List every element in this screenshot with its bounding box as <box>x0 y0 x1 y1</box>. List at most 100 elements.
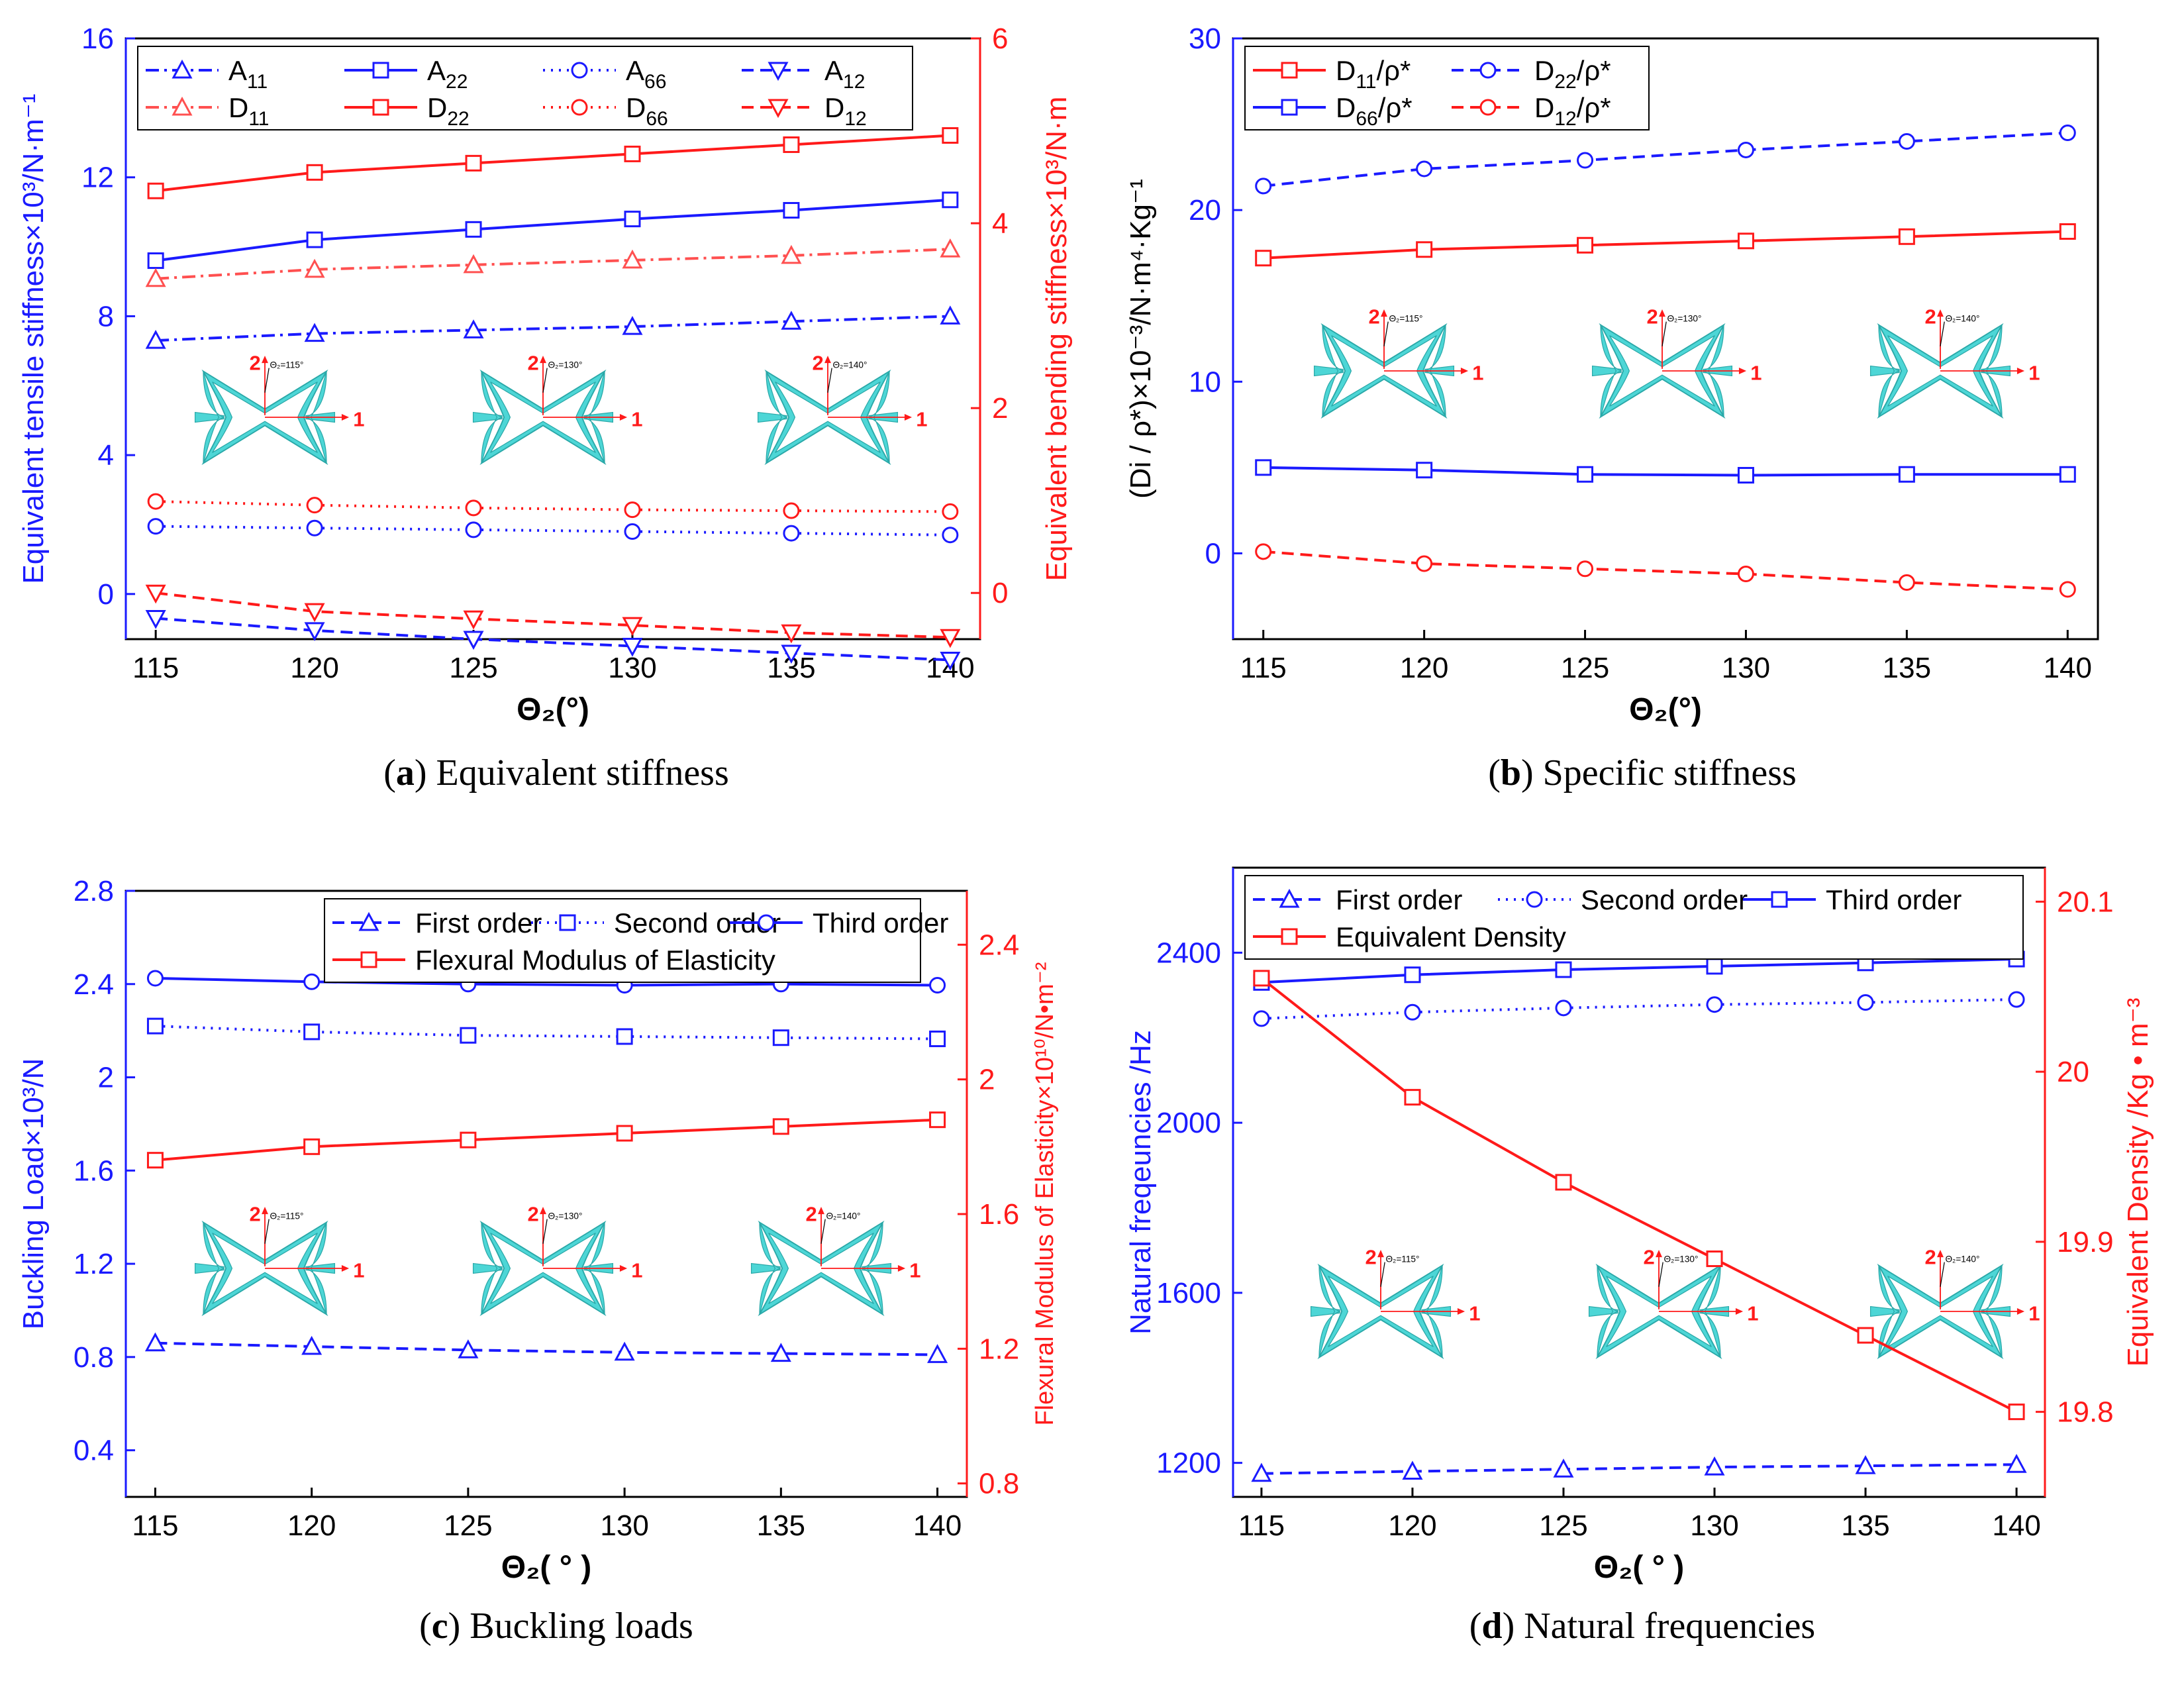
legend-swatch-marker <box>758 914 775 931</box>
cell-icon: 2 1 Θ₂=130° <box>1591 305 1762 418</box>
data-point <box>1706 958 1723 975</box>
inset-angle-mark <box>542 1219 548 1244</box>
inset-arrow-1 <box>1735 1308 1744 1315</box>
data-point <box>465 154 482 172</box>
data-point <box>1404 1003 1421 1021</box>
data-point <box>463 319 484 338</box>
data-point <box>1555 961 1572 978</box>
legend-item: D12 <box>742 92 867 130</box>
inset-angle-mark <box>264 1219 270 1244</box>
inset-arrow-1 <box>2016 1308 2025 1315</box>
y-left-tick-label: 1200 <box>1156 1447 1221 1480</box>
series-line <box>155 1341 938 1356</box>
inset-arrow-1 <box>2016 368 2025 374</box>
legend-swatch-marker <box>1281 62 1298 79</box>
x-tick-label: 120 <box>290 652 338 684</box>
data-point <box>1255 178 1272 195</box>
data-point <box>1855 1454 1876 1474</box>
legend-item: A66 <box>543 55 666 93</box>
inset-label-2: 2 <box>527 352 538 375</box>
data-point <box>929 1030 946 1047</box>
inset-label-1: 1 <box>909 1259 920 1282</box>
data-point <box>465 499 482 517</box>
data-point <box>1255 543 1272 560</box>
chart-panel-b: 2 1 Θ₂=115° 2 1 Θ₂=130° 2 1 Θ₂=140° 115 120 125 130 1… <box>1124 23 2099 793</box>
data-point <box>303 1138 321 1155</box>
y-right-tick-label: 19.9 <box>2057 1226 2114 1258</box>
data-point <box>147 252 164 270</box>
data-point <box>303 1023 321 1041</box>
series-line <box>156 315 950 342</box>
data-point <box>940 629 961 648</box>
data-point <box>1416 160 1433 178</box>
series-line <box>1263 550 2068 591</box>
y-right-axis-title: Flexural Modulus of Elasticity×10¹⁰/N•m⁻… <box>1031 962 1059 1425</box>
y-left-tick-label: 0 <box>1205 537 1221 570</box>
inset-label-1: 1 <box>916 408 927 431</box>
data-point <box>1253 970 1270 987</box>
inset-arrow-1 <box>619 414 628 421</box>
inset-label-1: 1 <box>353 1259 364 1282</box>
x-tick-label: 130 <box>1722 652 1770 684</box>
x-tick-label: 140 <box>1992 1509 2040 1542</box>
data-point <box>304 622 325 642</box>
y-left-tick-label: 0.4 <box>74 1435 114 1467</box>
legend-swatch-marker <box>768 99 789 119</box>
data-point <box>1416 555 1433 572</box>
series-line <box>1261 958 2017 984</box>
legend-label: D22/ρ* <box>1534 55 1611 93</box>
data-point <box>147 493 164 510</box>
legend-swatch-marker <box>571 99 588 116</box>
data-point <box>1555 999 1572 1017</box>
y-left-tick-label: 30 <box>1189 23 1221 55</box>
inset-angle-label: Θ₂=130° <box>1667 314 1701 324</box>
legend-swatch-marker <box>571 62 588 79</box>
series-a11 <box>145 305 961 349</box>
inset-arrow-1 <box>1457 1308 1465 1315</box>
legend-swatch-marker <box>559 914 576 931</box>
cell-icon: 2 1 Θ₂=115° <box>194 1203 365 1315</box>
series-equivalent-density <box>1253 970 2025 1421</box>
data-point <box>2008 991 2025 1008</box>
inset-arrow-2 <box>1377 1250 1384 1258</box>
cell-icon: 2 1 Θ₂=140° <box>757 352 928 464</box>
legend-label: Third order <box>813 907 948 939</box>
series-line <box>156 525 950 536</box>
y-left-tick-label: 1.2 <box>74 1248 114 1280</box>
inset-angle-mark <box>1940 1262 1945 1287</box>
data-point <box>1255 459 1272 476</box>
legend-item: A22 <box>344 55 468 93</box>
inset-arrow-1 <box>1460 368 1469 374</box>
data-point <box>460 1027 477 1044</box>
data-point <box>304 258 325 278</box>
data-point <box>145 268 166 287</box>
data-point <box>147 518 164 535</box>
legend-item: D66/ρ* <box>1253 92 1413 130</box>
legend-swatch-marker <box>372 99 389 116</box>
data-point <box>463 254 484 274</box>
panel-caption: (c) Buckling loads <box>419 1606 693 1647</box>
inset-label-1: 1 <box>353 408 364 431</box>
inset-angle-label: Θ₂=140° <box>826 1211 860 1221</box>
series-line <box>155 1025 938 1041</box>
x-tick-label: 130 <box>600 1509 648 1542</box>
x-tick-label: 130 <box>1690 1509 1738 1542</box>
inset-angle-mark <box>1380 1262 1385 1287</box>
data-point <box>942 503 959 520</box>
data-point <box>783 136 800 153</box>
legend-item: D12/ρ* <box>1452 92 1611 130</box>
inset-label-2: 2 <box>1924 1246 1936 1269</box>
data-point <box>622 249 643 269</box>
data-point <box>144 1332 166 1352</box>
data-point <box>2059 223 2076 240</box>
inset-arrow-2 <box>824 356 831 364</box>
data-point <box>1706 996 1723 1013</box>
legend-label: D12/ρ* <box>1534 92 1611 130</box>
series-line <box>1260 977 2017 1413</box>
series-d22- <box>1255 125 2076 195</box>
inset-arrow-2 <box>540 1207 546 1215</box>
y-left-tick-label: 2.8 <box>74 875 114 907</box>
data-point <box>783 202 800 219</box>
data-point <box>940 305 961 325</box>
